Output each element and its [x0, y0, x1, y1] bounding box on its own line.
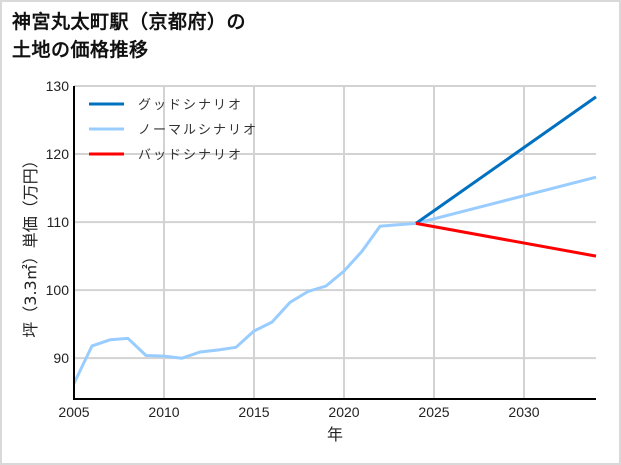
y-axis-label: 坪（3.3㎡）単価（万円） — [21, 152, 40, 337]
y-tick-labels: 90 100 110 120 130 — [46, 78, 70, 366]
legend-label: バッドシナリオ — [138, 148, 243, 163]
y-tick-label: 100 — [46, 282, 70, 298]
series-line — [415, 95, 597, 225]
x-tick-label: 2005 — [58, 404, 89, 420]
y-tick-label: 120 — [46, 146, 70, 162]
x-tick-label: 2010 — [148, 404, 179, 420]
y-tick-label: 110 — [47, 214, 70, 230]
chart-title-line-2: 土地の価格推移 — [12, 39, 149, 61]
y-tick-label: 130 — [46, 78, 70, 94]
chart-title: 神宮丸太町駅（京都府）の 土地の価格推移 — [12, 8, 246, 64]
y-tick-label: 90 — [53, 350, 69, 366]
series-line — [72, 175, 597, 385]
chart-title-line-1: 神宮丸太町駅（京都府）の — [12, 11, 247, 33]
x-tick-labels: 2005 2010 2015 2020 2025 2030 — [58, 404, 539, 420]
x-tick-label: 2015 — [238, 404, 269, 420]
x-tick-label: 2030 — [508, 404, 539, 420]
legend-label: グッドシナリオ — [138, 98, 243, 113]
series-line — [415, 221, 597, 258]
x-tick-label: 2020 — [328, 404, 359, 420]
x-axis-label: 年 — [327, 425, 343, 444]
x-tick-label: 2025 — [418, 404, 449, 420]
series-lines — [72, 95, 597, 385]
grid-lines — [73, 85, 596, 399]
legend-label: ノーマルシナリオ — [138, 123, 258, 138]
axes — [73, 86, 596, 400]
